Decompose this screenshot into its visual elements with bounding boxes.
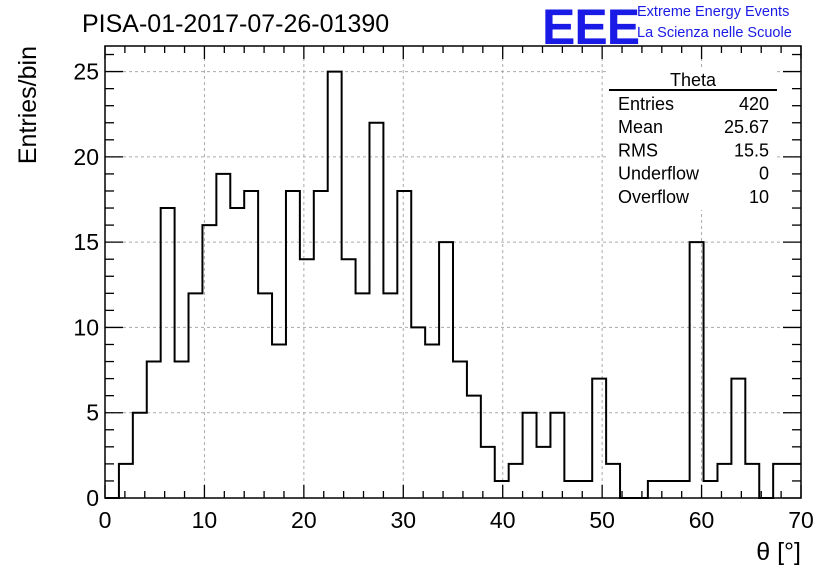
y-tick-label: 25 — [73, 59, 99, 85]
x-tick-label: 20 — [291, 507, 317, 533]
histogram-series — [105, 70, 801, 499]
stats-label: Entries — [618, 94, 674, 114]
x-tick-label: 40 — [490, 507, 516, 533]
plot-frame — [104, 45, 802, 499]
stats-label: Overflow — [618, 187, 690, 207]
x-tick-label: 30 — [390, 507, 416, 533]
x-axis-label: θ [°] — [756, 538, 801, 566]
stats-value: 0 — [759, 164, 769, 184]
y-tick-label: 15 — [73, 229, 99, 255]
stats-label: Underflow — [618, 164, 700, 184]
x-tick-label: 60 — [689, 507, 715, 533]
x-tick-label: 70 — [788, 507, 814, 533]
stats-value: 15.5 — [734, 140, 769, 160]
logo-caption-line2: La Scienza nelle Scuole — [637, 25, 792, 41]
axis-ticks — [104, 46, 802, 499]
stats-label: RMS — [618, 140, 658, 160]
logo-caption-line1: Extreme Energy Events — [637, 4, 790, 20]
stats-box: Theta Entries 420 Mean 25.67 RMS 15.5 Underflo… — [609, 70, 777, 210]
y-tick-label: 0 — [86, 485, 99, 511]
y-tick-label: 20 — [73, 144, 99, 170]
axis-tick-labels: 0 10 20 30 40 50 60 70 0 5 10 15 20 25 — [73, 59, 813, 533]
x-tick-label: 0 — [99, 507, 112, 533]
stats-box-title: Theta — [670, 70, 717, 90]
chart-title: PISA-01-2017-07-26-01390 — [82, 10, 390, 38]
stats-value: 420 — [739, 94, 769, 114]
stats-value: 10 — [749, 187, 769, 207]
stats-label: Mean — [618, 117, 663, 137]
stats-value: 25.67 — [724, 117, 769, 137]
x-tick-label: 50 — [589, 507, 615, 533]
y-tick-label: 5 — [86, 400, 99, 426]
y-tick-label: 10 — [73, 314, 99, 340]
x-tick-label: 10 — [192, 507, 218, 533]
y-axis-label: Entries/bin — [14, 46, 42, 164]
